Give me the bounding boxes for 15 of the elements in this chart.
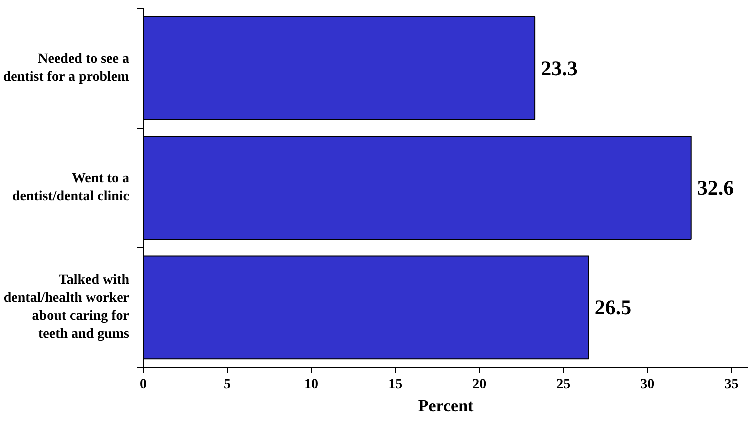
data-label: 26.5 (594, 296, 632, 320)
x-tick-label: 10 (304, 378, 319, 392)
x-tick-label: 30 (640, 378, 655, 392)
data-label: 23.3 (541, 56, 578, 80)
x-tick-label: 25 (556, 378, 571, 392)
y-tick-label: Needed to see a dentist for a problem (3, 52, 130, 85)
data-label: 32.6 (697, 176, 734, 200)
x-tick-label: 5 (224, 378, 232, 392)
x-tick-label: 35 (724, 378, 739, 392)
x-tick-label: 15 (388, 378, 403, 392)
y-tick-label: Talked with dental/health worker about caring for teeth and gums (4, 273, 130, 342)
x-tick-label: 0 (140, 378, 147, 392)
y-tick-label: Went to a dentist/dental clinic (12, 172, 130, 204)
x-axis-title: Percent (418, 396, 474, 416)
x-tick-label: 20 (472, 378, 487, 392)
